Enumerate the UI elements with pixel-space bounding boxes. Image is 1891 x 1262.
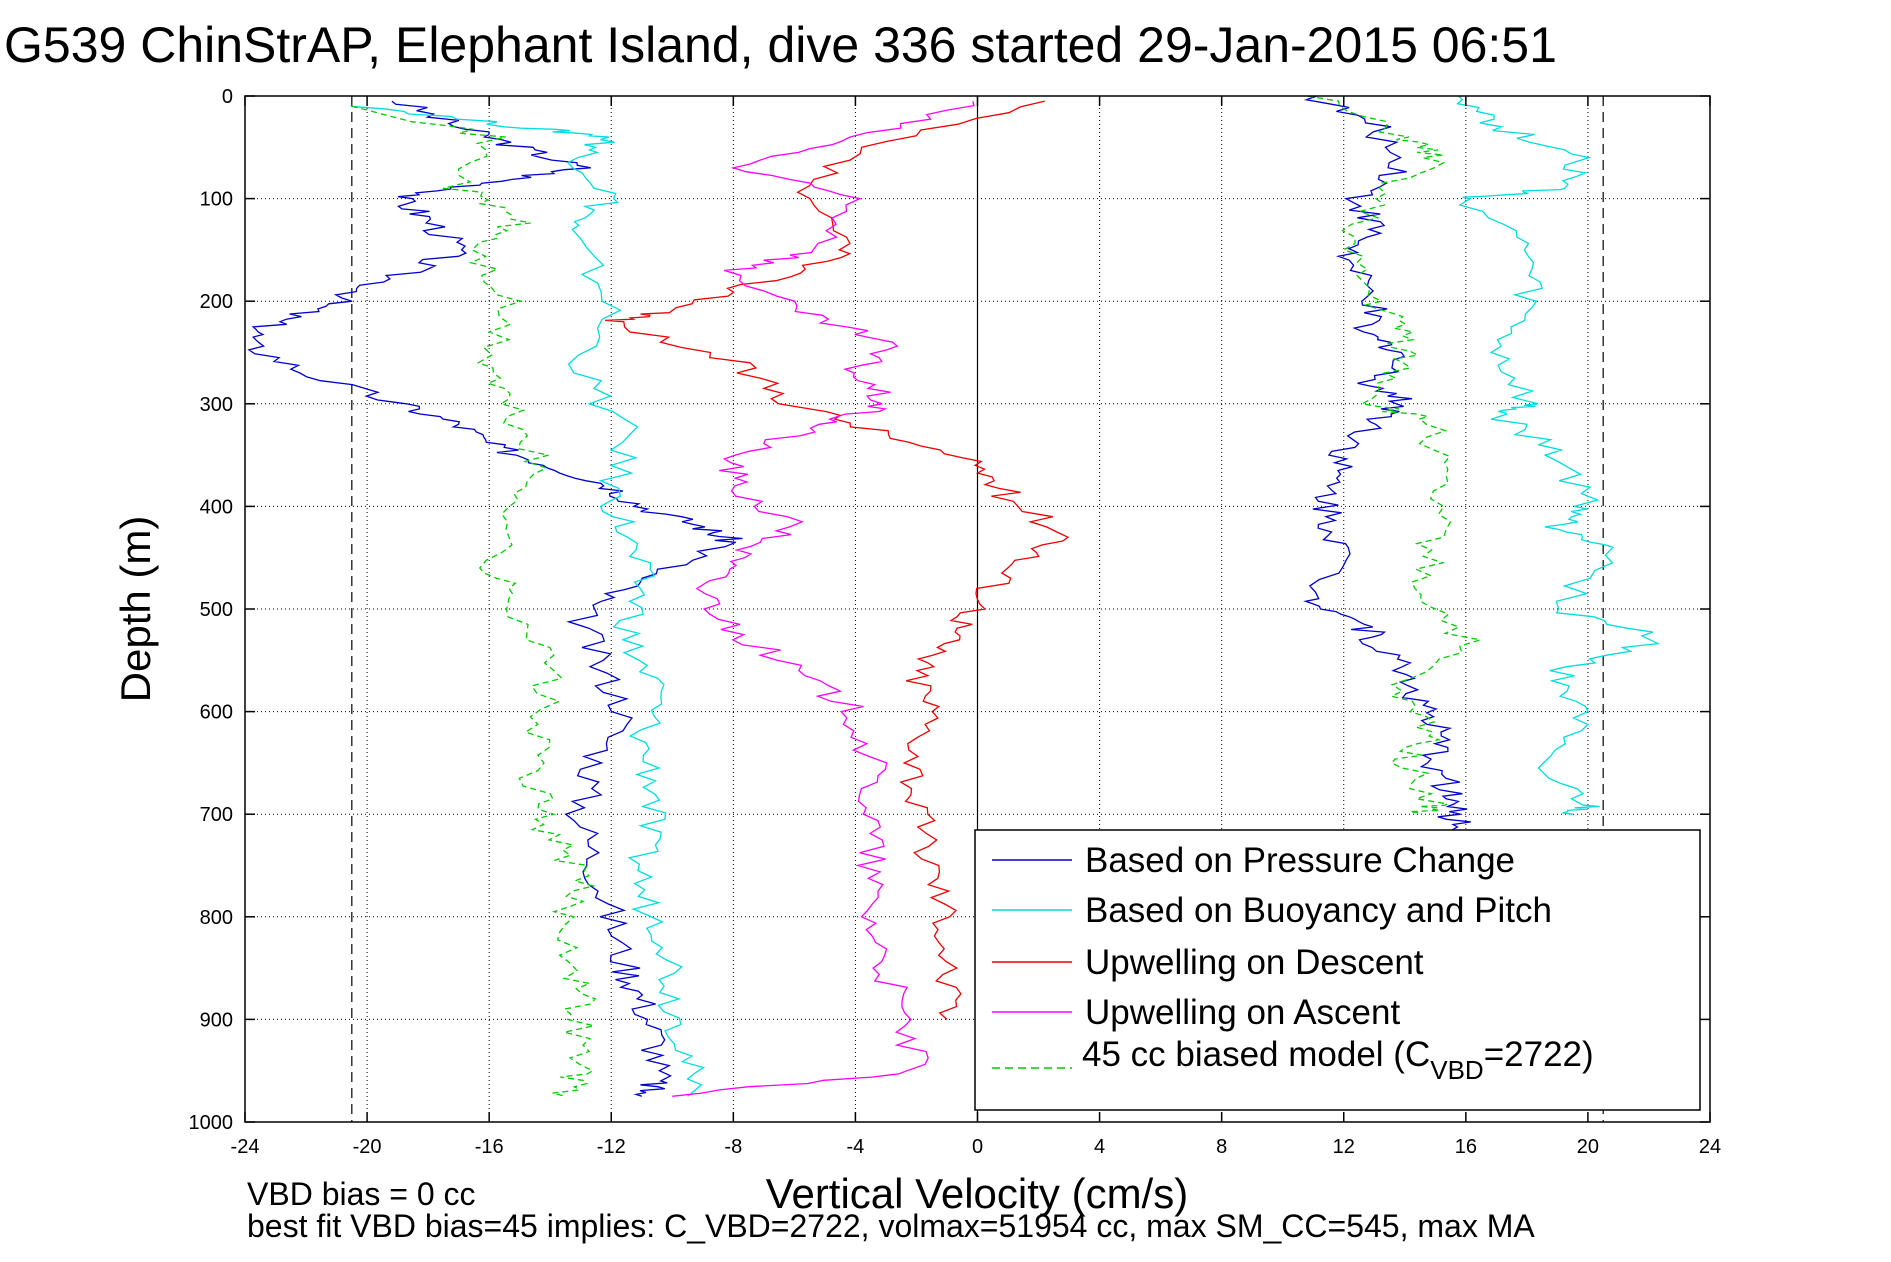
series-upwelling-on-descent (604, 100, 1070, 1020)
best-fit-note: best fit VBD bias=45 implies: C_VBD=2722… (247, 1208, 1535, 1244)
legend-label-buoyancy: Based on Buoyancy and Pitch (1085, 891, 1552, 930)
y-tick-label: 900 (200, 1009, 233, 1031)
y-tick-label: 600 (200, 702, 233, 724)
x-tick-label: 24 (1699, 1136, 1721, 1158)
y-tick-label: 200 (200, 291, 233, 313)
legend-entry-buoyancy: Based on Buoyancy and Pitch (992, 891, 1552, 930)
x-tick-label: -8 (724, 1136, 742, 1158)
series-45-cc-biased-model-c-vbd-2722 (351, 95, 1481, 1097)
series-line (1307, 95, 1481, 815)
legend-label-pressure: Based on Pressure Change (1085, 841, 1515, 880)
legend: Based on Pressure Change Based on Buoyan… (974, 829, 1701, 1111)
x-tick-labels: -24 -20 -16 -12 -8 -4 0 4 8 12 16 20 24 (231, 1136, 1722, 1158)
series-lines (247, 95, 1661, 1097)
x-tick-label: 20 (1577, 1136, 1599, 1158)
y-tick-label: 300 (200, 394, 233, 416)
series-line (247, 100, 743, 1097)
legend-box (974, 829, 1701, 1111)
series-line (604, 100, 1070, 1020)
legend-entry-ascent: Upwelling on Ascent (992, 993, 1400, 1032)
series-based-on-buoyancy-and-pitch (350, 95, 1661, 1097)
legend-label-descent: Upwelling on Descent (1085, 943, 1424, 982)
legend-label-model: 45 cc biased model (CVBD=2722) (1082, 1035, 1594, 1085)
x-tick-label: 4 (1094, 1136, 1105, 1158)
x-tick-label: 8 (1216, 1136, 1227, 1158)
x-axis-label: Vertical Velocity (cm/s) (766, 1170, 1188, 1217)
legend-model-prefix: 45 cc biased model (C (1082, 1035, 1430, 1074)
y-tick-label: 0 (222, 86, 233, 108)
legend-model-suffix: =2722) (1484, 1035, 1594, 1074)
y-tick-label: 400 (200, 496, 233, 518)
series-based-on-pressure-change (247, 95, 1471, 1097)
y-tick-labels: 0 100 200 300 400 500 600 700 800 900 1000 (189, 86, 234, 1134)
series-line (1456, 95, 1661, 815)
ticks (244, 95, 1711, 1123)
x-tick-label: -20 (353, 1136, 382, 1158)
y-tick-label: 100 (200, 189, 233, 211)
chart-title: G539 ChinStrAP, Elephant Island, dive 33… (4, 17, 1557, 73)
y-tick-label: 700 (200, 804, 233, 826)
series-line (350, 105, 706, 1097)
x-tick-label: -12 (597, 1136, 626, 1158)
y-tick-label: 1000 (189, 1112, 234, 1134)
x-tick-label: -24 (231, 1136, 260, 1158)
series-line (1303, 95, 1471, 836)
y-tick-label: 500 (200, 599, 233, 621)
legend-entry-descent: Upwelling on Descent (992, 943, 1424, 982)
legend-model-subscript: VBD (1430, 1055, 1483, 1085)
x-tick-label: -4 (847, 1136, 865, 1158)
series-line (351, 105, 597, 1097)
legend-label-ascent: Upwelling on Ascent (1085, 993, 1400, 1032)
legend-entry-pressure: Based on Pressure Change (992, 841, 1515, 880)
series-upwelling-on-ascent (672, 100, 975, 1097)
x-tick-label: -16 (475, 1136, 504, 1158)
x-tick-label: 0 (972, 1136, 983, 1158)
legend-entry-model: 45 cc biased model (CVBD=2722) (992, 1035, 1594, 1085)
x-tick-label: 16 (1455, 1136, 1477, 1158)
vbd-bias-note: VBD bias = 0 cc (247, 1176, 476, 1212)
y-tick-label: 800 (200, 907, 233, 929)
y-axis-label: Depth (m) (112, 516, 159, 703)
series-line (672, 100, 975, 1097)
x-tick-label: 12 (1333, 1136, 1355, 1158)
